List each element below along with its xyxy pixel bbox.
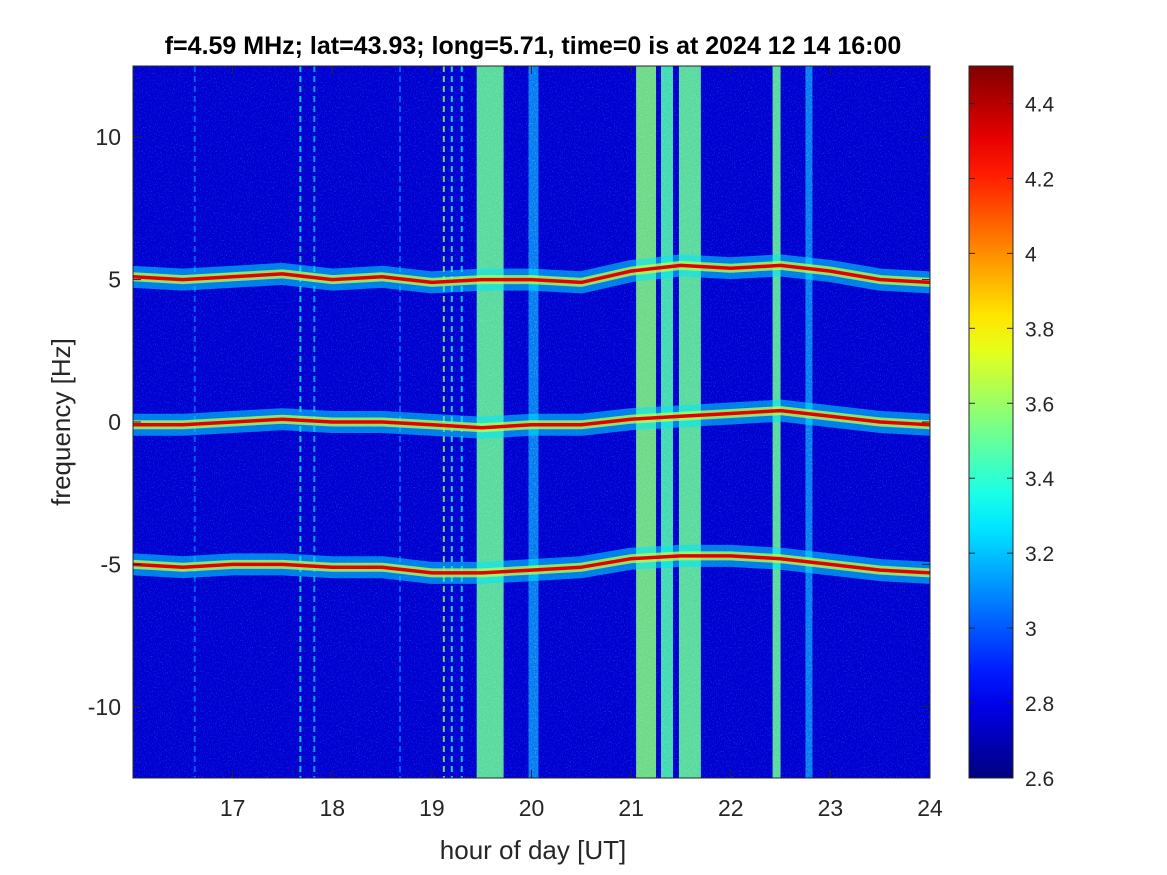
x-axis: 17 18 19 20 21 22 23 24 [220,66,943,821]
doppler-traces [133,254,930,584]
colorbar-ticks: 2.6 2.8 3 3.2 3.4 3.6 3.8 4 4.2 4.4 [969,93,1055,791]
chart-title: f=4.59 MHz; lat=43.93; long=5.71, time=0… [165,32,902,60]
y-tick-label: 10 [95,124,121,150]
x-tick-label: 23 [818,795,844,821]
x-tick-label: 22 [718,795,744,821]
x-tick-label: 24 [917,795,943,821]
colorbar-tick-label: 3.4 [1025,468,1055,491]
x-tick-label: 19 [419,795,445,821]
colorbar-tick-label: 4.4 [1025,93,1055,116]
x-tick-label: 20 [519,795,545,821]
doppler-trace-2 [133,554,930,575]
colorbar-frame [968,65,1014,779]
colorbar-tick-label: 4 [1025,243,1037,266]
y-tick-label: -10 [88,694,121,720]
y-tick-label: -5 [101,551,121,577]
colorbar: 2.6 2.8 3 3.2 3.4 3.6 3.8 4 4.2 4.4 [968,65,1055,791]
colorbar-tick-label: 3.6 [1025,393,1054,416]
x-tick-label: 17 [220,795,246,821]
doppler-trace-1 [133,408,930,430]
x-tick-label: 18 [319,795,345,821]
colorbar-gradient [969,66,1013,778]
colorbar-tick-label: 3 [1025,618,1037,641]
broadband-band-texture-5 [772,66,781,778]
y-axis: -10 -5 0 5 10 [88,124,930,720]
x-tick-label: 21 [618,795,644,821]
colorbar-tick-label: 2.6 [1025,768,1054,791]
plot-area [133,66,930,778]
colorbar-tick-label: 2.8 [1025,693,1054,716]
doppler-trace-0 [133,263,930,285]
x-axis-label: hour of day [UT] [440,835,626,865]
y-axis-label: frequency [Hz] [46,338,76,506]
colorbar-tick-label: 4.2 [1025,168,1054,191]
colorbar-tick-label: 3.8 [1025,318,1054,341]
y-tick-label: 5 [108,267,121,293]
y-tick-label: 0 [108,409,121,435]
colorbar-tick-label: 3.2 [1025,543,1054,566]
